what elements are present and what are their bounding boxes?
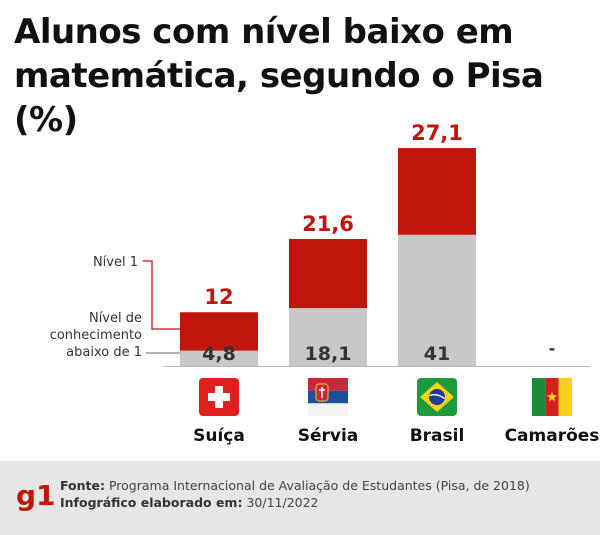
value-label-low-servia: 18,1	[305, 343, 352, 365]
value-label-low-brasil: 41	[424, 343, 450, 365]
legend-label-low-line-2: conhecimento	[50, 328, 142, 343]
brazil-flag	[417, 378, 457, 416]
chart-area: 4,8 12 Suíça 18,1 21,6 Sérvia 41 27,1 Brasil - Cam…	[50, 121, 600, 446]
category-label-brasil: Brasil	[410, 426, 465, 446]
value-label-camaroes: -	[549, 339, 556, 358]
value-label-level1-suica: 12	[204, 285, 233, 309]
legend-label-level1: Nível 1	[93, 255, 138, 270]
footer: g1 Fonte: Programa Internacional de Aval…	[0, 461, 600, 535]
bar-low-suica	[180, 350, 258, 366]
category-label-suica: Suíça	[193, 426, 245, 446]
chart-title: Alunos com nível baixo em matemática, se…	[14, 10, 594, 142]
source-line: Fonte: Programa Internacional de Avaliaç…	[60, 478, 530, 493]
bar-level1-servia	[289, 238, 367, 309]
value-label-low-suica: 4,8	[202, 343, 236, 365]
value-label-level1-servia: 21,6	[302, 212, 354, 236]
source-text: Programa Internacional de Avaliação de E…	[108, 478, 530, 493]
date-line: Infográfico elaborado em: 30/11/2022	[60, 495, 319, 510]
switzerland-flag	[199, 378, 239, 416]
source-label: Fonte:	[60, 478, 105, 493]
title-line-2: matemática, segundo o Pisa (%)	[14, 56, 544, 140]
legend-label-low-line-1: Nível de	[89, 311, 142, 326]
cameroon-flag	[532, 378, 572, 416]
title-line-1: Alunos com nível baixo em	[14, 12, 514, 52]
bar-low-servia	[289, 308, 367, 366]
value-label-level1-brasil: 27,1	[411, 121, 463, 145]
category-label-camaroes: Camarões	[505, 426, 600, 446]
bar-low-brasil	[398, 234, 476, 366]
bar-level1-brasil	[398, 148, 476, 235]
category-label-servia: Sérvia	[298, 426, 359, 446]
date-label: Infográfico elaborado em:	[60, 495, 243, 510]
bar-level1-suica	[180, 312, 258, 351]
g1-logo: g1	[16, 479, 54, 512]
legend-connector-level1	[143, 260, 180, 330]
legend-label-low-line-3: abaixo de 1	[66, 345, 142, 360]
serbia-flag	[308, 378, 348, 416]
date-text: 30/11/2022	[246, 495, 319, 510]
g1-logo-text: g1	[16, 479, 54, 512]
